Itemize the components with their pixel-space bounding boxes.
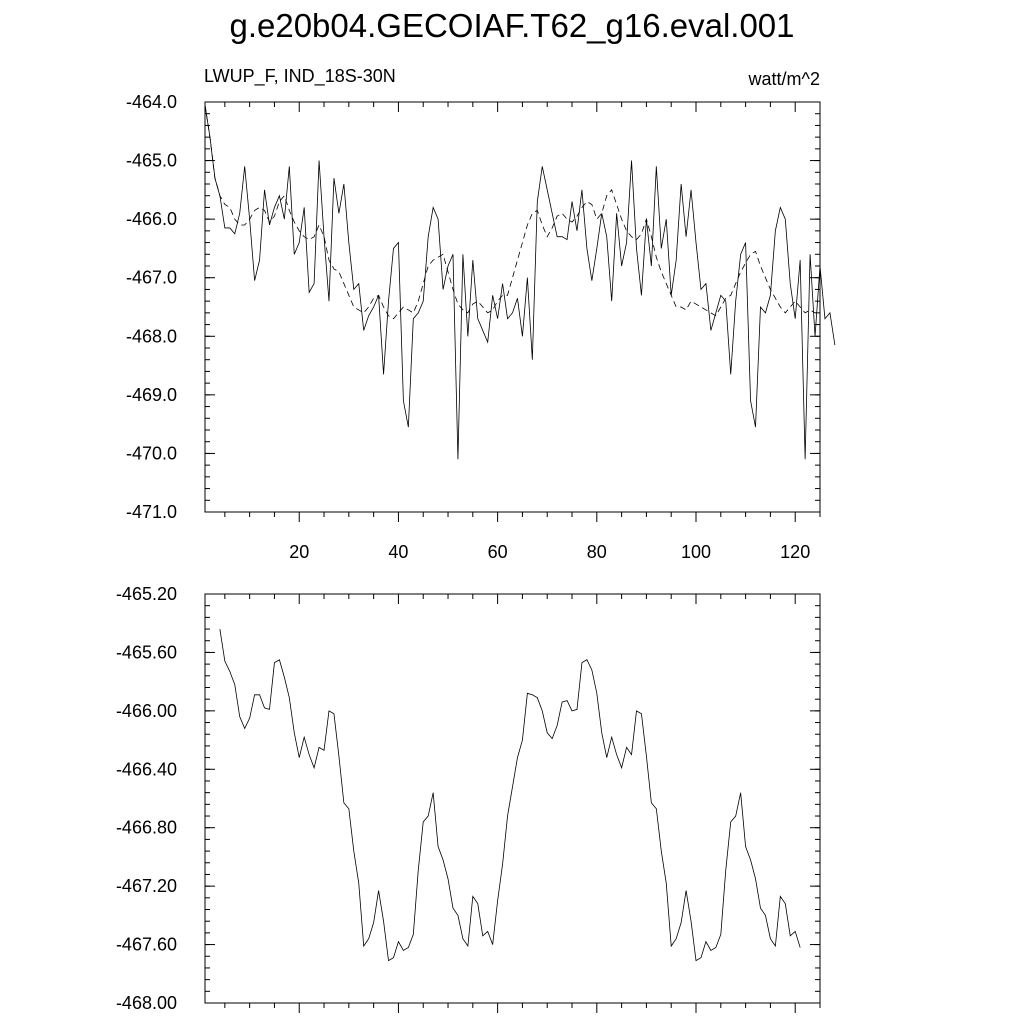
y-tick-label: -467.0 [126,268,177,288]
top-panel: -464.0 -465.0 -466.0 -467.0 -468.0 -469.0 -470… [126,92,836,562]
figure-title: g.e20b04.GECOIAF.T62_g16.eval.001 [229,7,795,44]
x-tick-label: 40 [388,542,408,562]
y-tick-label: -471.0 [126,502,177,522]
x-tick-label: 20 [289,542,309,562]
y-tick-label: -467.20 [116,876,177,896]
series-line-dashed [204,104,816,320]
bottom-panel: -465.20 -465.60 -466.00 -466.40 -466.80 -467.… [116,584,821,1013]
units-label: watt/m^2 [748,69,820,89]
x-tick-label: 120 [780,542,810,562]
y-tick-label: -466.0 [126,209,177,229]
y-tick-label: -466.80 [116,818,177,838]
series-line-solid [204,104,836,460]
y-tick-label: -465.20 [116,584,177,604]
variable-region-label: LWUP_F, IND_18S-30N [204,66,396,86]
y-tick-label: -465.60 [116,642,177,662]
y-tick-label: -469.0 [126,385,177,405]
plot-frame [204,101,821,513]
plot-frame [204,593,821,1004]
y-tick-label: -466.40 [116,759,177,779]
x-tick-label: 80 [587,542,607,562]
y-tick-label: -464.0 [126,92,177,112]
x-tick-label: 100 [681,542,711,562]
y-tick-label: -467.60 [116,935,177,955]
y-tick-label: -470.0 [126,443,177,463]
y-tick-label: -468.00 [116,993,177,1013]
y-tick-label: -466.00 [116,701,177,721]
y-tick-label: -468.0 [126,326,177,346]
x-tick-label: 60 [488,542,508,562]
y-tick-label: -465.0 [126,151,177,171]
series-line-solid [219,628,801,962]
